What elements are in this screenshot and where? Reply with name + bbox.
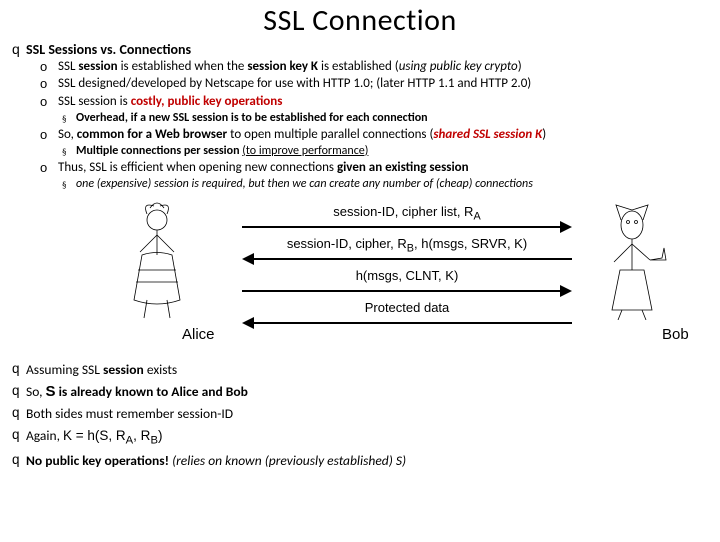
message-row: session-ID, cipher, RB, h(msgs, SRVR, K)	[242, 236, 572, 268]
arrow-right-icon	[242, 221, 572, 233]
o-marker: o	[40, 94, 58, 110]
item-text: Assuming SSL session exists	[26, 361, 177, 378]
arrow-left-icon	[242, 253, 572, 265]
o-marker: o	[40, 76, 58, 92]
message-label: Protected data	[242, 300, 572, 315]
sub-sub-list: § one (expensive) session is required, b…	[62, 177, 712, 192]
item-text: So, S is already known to Alice and Bob	[26, 383, 248, 400]
q-marker: q	[12, 361, 26, 376]
list-item: q So, S is already known to Alice and Bo…	[12, 383, 712, 400]
s-marker: §	[62, 144, 76, 158]
item-text: Overhead, if a new SSL session is to be …	[76, 111, 428, 126]
item-text: SSL session is established when the sess…	[58, 59, 522, 75]
message-row: Protected data	[242, 300, 572, 332]
arrow-right-icon	[242, 285, 572, 297]
list-item: o SSL session is costly, public key oper…	[40, 94, 712, 110]
list-item: o SSL designed/developed by Netscape for…	[40, 76, 712, 92]
bob-label: Bob	[662, 326, 689, 343]
q-marker: q	[12, 452, 26, 467]
list-item: o So, common for a Web browser to open m…	[40, 127, 712, 143]
list-item: o SSL session is established when the se…	[40, 59, 712, 75]
heading-text: SSL Sessions vs. Connections	[26, 41, 191, 58]
sub-list: o SSL session is established when the se…	[40, 59, 712, 110]
item-text: Again, K = h(S, RA, RB)	[26, 427, 162, 447]
item-text: No public key operations! (relies on kno…	[26, 452, 406, 469]
message-row: h(msgs, CLNT, K)	[242, 268, 572, 300]
message-label: session-ID, cipher, RB, h(msgs, SRVR, K)	[242, 236, 572, 255]
list-item: q Again, K = h(S, RA, RB)	[12, 427, 712, 447]
list-item: q Assuming SSL session exists	[12, 361, 712, 378]
bob-figure	[592, 200, 682, 320]
s-marker: §	[62, 177, 76, 191]
list-item: q Both sides must remember session-ID	[12, 405, 712, 422]
list-item: § one (expensive) session is required, b…	[62, 177, 712, 192]
item-text: SSL session is costly, public key operat…	[58, 94, 282, 110]
item-text: Both sides must remember session-ID	[26, 405, 233, 422]
message-row: session-ID, cipher list, RA	[242, 204, 572, 236]
protocol-diagram: Alice Bob session-ID, cipher list	[12, 196, 712, 356]
item-text: Thus, SSL is efficient when opening new …	[58, 160, 469, 176]
alice-figure	[112, 200, 202, 320]
q-marker: q	[12, 41, 26, 57]
item-text: Multiple connections per session (to imp…	[76, 144, 368, 159]
q-marker: q	[12, 427, 26, 442]
q-marker: q	[12, 383, 26, 398]
arrow-left-icon	[242, 317, 572, 329]
item-text: one (expensive) session is required, but…	[76, 177, 533, 192]
sub-sub-list: § Multiple connections per session (to i…	[62, 144, 712, 159]
list-item: § Overhead, if a new SSL session is to b…	[62, 111, 712, 126]
slide-body: q SSL Sessions vs. Connections o SSL ses…	[0, 41, 720, 469]
list-item: q No public key operations! (relies on k…	[12, 452, 712, 469]
list-item: § Multiple connections per session (to i…	[62, 144, 712, 159]
slide-title: SSL Connection	[0, 2, 720, 39]
item-text: SSL designed/developed by Netscape for u…	[58, 76, 531, 92]
alice-label: Alice	[182, 326, 215, 343]
s-marker: §	[62, 111, 76, 125]
o-marker: o	[40, 127, 58, 143]
message-label: session-ID, cipher list, RA	[242, 204, 572, 223]
sub-list: o Thus, SSL is efficient when opening ne…	[40, 160, 712, 176]
message-label: h(msgs, CLNT, K)	[242, 268, 572, 283]
bottom-list: q Assuming SSL session exists q So, S is…	[12, 361, 712, 469]
sub-list: o So, common for a Web browser to open m…	[40, 127, 712, 143]
message-arrows: session-ID, cipher list, RA session-ID, …	[242, 204, 572, 332]
heading-item: q SSL Sessions vs. Connections	[12, 41, 712, 58]
list-item: o Thus, SSL is efficient when opening ne…	[40, 160, 712, 176]
o-marker: o	[40, 59, 58, 75]
item-text: So, common for a Web browser to open mul…	[58, 127, 546, 143]
sub-sub-list: § Overhead, if a new SSL session is to b…	[62, 111, 712, 126]
q-marker: q	[12, 405, 26, 420]
o-marker: o	[40, 160, 58, 176]
